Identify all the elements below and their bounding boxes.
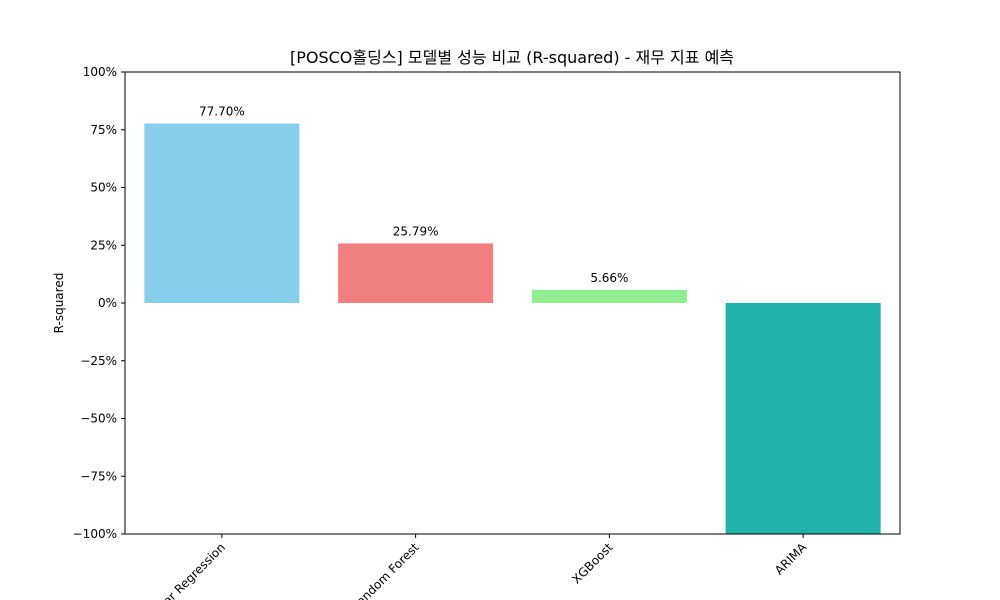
- x-tick-label-1: Random Forest: [348, 540, 422, 600]
- data-label-1: 25.79%: [393, 224, 439, 238]
- y-tick-label-3: 25%: [90, 238, 117, 252]
- bar-0: [144, 123, 300, 303]
- y-axis: 100% 75% 50% 25% 0% −25% −50% −75% −100%: [73, 65, 125, 541]
- x-tick-label-0: Linear Regression: [143, 540, 228, 600]
- bar-3: [725, 303, 881, 534]
- y-tick-label-4: 0%: [98, 296, 117, 310]
- y-axis-label: R-squared: [52, 273, 66, 334]
- bar-2: [531, 289, 687, 303]
- x-tick-label-3: ARIMA: [772, 540, 810, 578]
- x-axis: Linear Regression Random Forest XGBoost ARI…: [143, 534, 810, 600]
- y-tick-label-7: −75%: [80, 469, 117, 483]
- bar-1: [338, 243, 494, 303]
- data-label-2: 5.66%: [590, 271, 628, 285]
- y-tick-label-2: 50%: [90, 181, 117, 195]
- x-tick-label-2: XGBoost: [569, 540, 615, 586]
- y-tick-label-6: −50%: [80, 412, 117, 426]
- plot-frame: [124, 71, 901, 535]
- bar-group: [144, 123, 881, 534]
- y-tick-label-1: 75%: [90, 123, 117, 137]
- y-tick-label-0: 100%: [83, 65, 117, 79]
- data-label-0: 77.70%: [199, 105, 245, 119]
- data-label-group: 77.70% 25.79% 5.66%: [199, 105, 628, 285]
- y-tick-label-5: −25%: [80, 354, 117, 368]
- chart-title: [POSCO홀딩스] 모델별 성능 비교 (R-squared) - 재무 지표…: [290, 48, 734, 67]
- y-tick-label-8: −100%: [73, 527, 117, 541]
